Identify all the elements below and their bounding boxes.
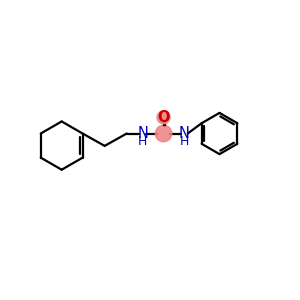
Text: O: O [157, 110, 170, 125]
Text: N: N [179, 126, 190, 141]
Text: H: H [138, 135, 148, 148]
Circle shape [157, 111, 170, 124]
Text: H: H [179, 135, 189, 148]
Text: N: N [137, 126, 148, 141]
Circle shape [155, 125, 172, 142]
